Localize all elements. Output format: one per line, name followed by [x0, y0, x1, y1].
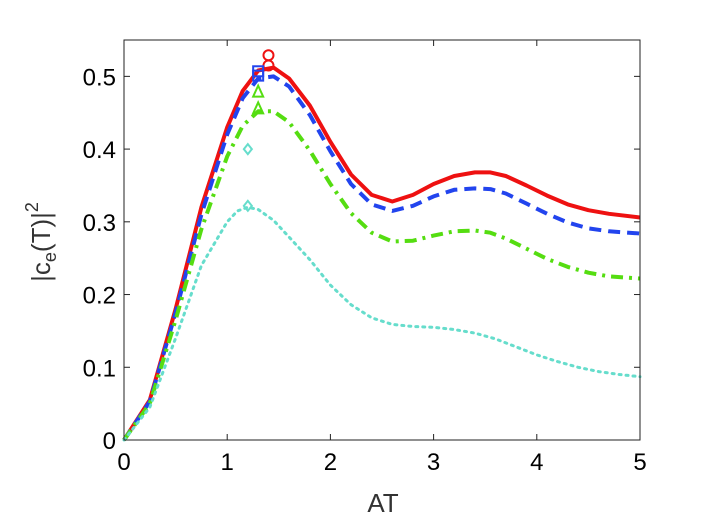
- series-line-1: [122, 65, 641, 442]
- series-1-marker: [262, 49, 275, 62]
- y-tick-label: 0.4: [83, 137, 116, 164]
- y-axis-label-mid: (T)|: [26, 212, 56, 252]
- x-tick-label: 2: [324, 449, 337, 476]
- y-axis-label-base: |c: [26, 262, 56, 282]
- x-tick-label: 1: [221, 449, 234, 476]
- y-axis-label-sub: e: [40, 252, 60, 262]
- x-tick-label: 3: [427, 449, 440, 476]
- y-tick-label: 0: [103, 428, 116, 455]
- plot-frame: [123, 39, 641, 441]
- y-axis-label-sup: 2: [22, 202, 42, 212]
- y-axis-label: |ce(T)|2: [22, 202, 60, 282]
- series-line-4: [122, 205, 642, 442]
- y-tick-label: 0.5: [83, 64, 116, 91]
- x-tick-label: 0: [117, 449, 130, 476]
- series-layer: [122, 65, 642, 442]
- series-2-marker: [252, 69, 265, 82]
- y-tick-label: 0.1: [83, 355, 116, 382]
- series-line-2: [122, 74, 641, 442]
- x-axis-label: AT: [367, 488, 398, 518]
- series-line-3: [122, 109, 641, 442]
- tick-layer: 0 1 2 3 4 5 0 0.1 0.2 0.3 0.4 0.5: [83, 40, 647, 476]
- series-4-marker: [242, 199, 254, 213]
- y-tick-label: 0.3: [83, 210, 116, 237]
- series-3-marker: [251, 83, 265, 98]
- x-tick-label: 4: [530, 449, 543, 476]
- series-4-marker: [242, 142, 254, 156]
- marker-layer: [242, 49, 275, 213]
- x-tick-label: 5: [633, 449, 646, 476]
- series-3-marker: [251, 99, 265, 115]
- y-tick-label: 0.2: [83, 283, 116, 310]
